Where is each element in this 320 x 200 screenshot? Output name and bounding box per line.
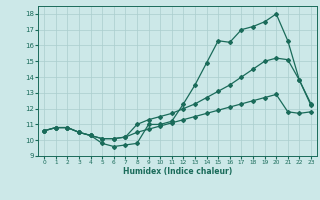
X-axis label: Humidex (Indice chaleur): Humidex (Indice chaleur) [123,167,232,176]
